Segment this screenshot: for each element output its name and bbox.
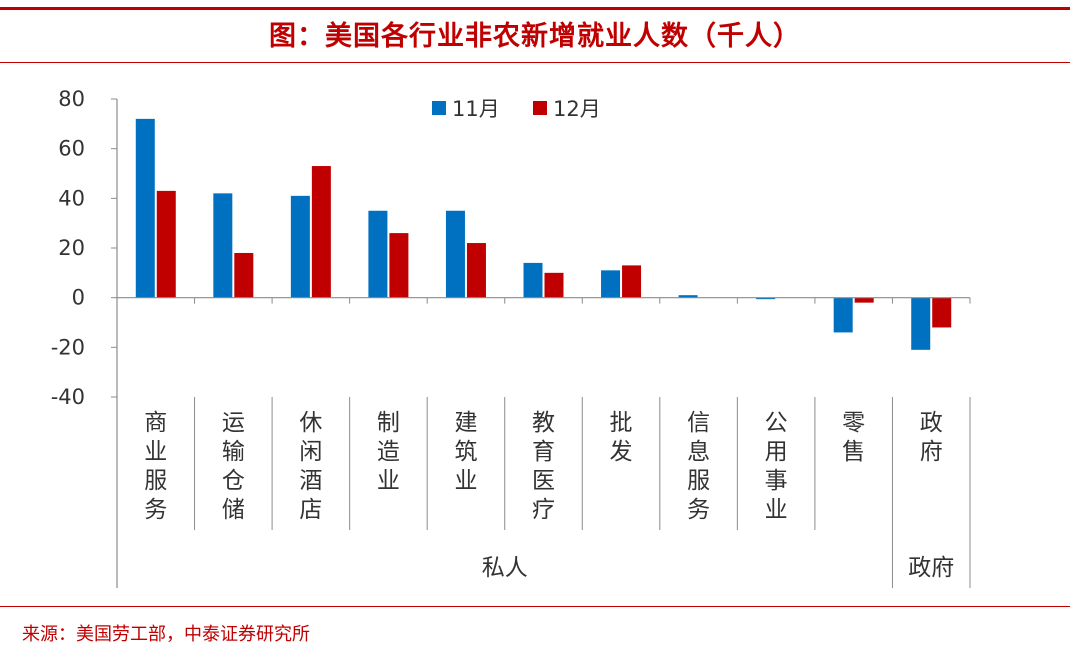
y-tick-label: -40 [51, 385, 85, 409]
y-tick-label: -20 [51, 335, 85, 359]
bar-nov [756, 297, 776, 300]
bar-nov [523, 262, 543, 298]
category-label: 教育医疗 [532, 410, 555, 523]
legend-label: 11月 [452, 97, 500, 121]
category-label: 信息服务 [687, 410, 710, 523]
legend-swatch [533, 101, 547, 115]
bar-nov [678, 295, 698, 298]
bar-dec [156, 190, 176, 298]
bar-chart: 80 60 40 20 0 -20 -40 商业服务 运输仓储 休闲酒店 制造业 建筑业 教育医疗 批发信… [51, 87, 971, 588]
bar-nov [911, 297, 931, 350]
bar-dec [234, 252, 254, 298]
y-tick-label: 80 [58, 87, 85, 111]
bar-nov [135, 118, 155, 298]
category-label: 运输仓储 [222, 410, 245, 523]
bar-nov [213, 193, 233, 298]
bar-dec [544, 272, 564, 298]
bar-dec [389, 233, 409, 298]
y-tick-label: 40 [58, 186, 85, 210]
top-rule [0, 7, 1070, 10]
bar-dec [622, 265, 642, 298]
category-label: 批发 [610, 410, 633, 465]
category-label: 休闲酒店 [299, 410, 322, 523]
bar-dec [932, 297, 952, 328]
group-label: 私人 [482, 555, 528, 581]
category-label: 公用事业 [765, 410, 788, 523]
title-rule [0, 62, 1070, 63]
category-label: 零售 [842, 410, 865, 465]
legend-label: 12月 [553, 97, 601, 121]
y-tick-label: 0 [72, 286, 85, 310]
bar-dec [854, 297, 874, 303]
legend-swatch [432, 101, 446, 115]
category-label: 商业服务 [144, 410, 167, 523]
chart-title: 图：美国各行业非农新增就业人数（千人） [269, 21, 801, 52]
bar-dec [311, 166, 331, 298]
y-tick-label: 60 [58, 137, 85, 161]
group-label: 政府 [908, 555, 954, 581]
y-tick-label: 20 [58, 236, 85, 260]
bar-nov [833, 297, 853, 333]
bottom-rule [0, 606, 1070, 607]
bar-dec [466, 243, 486, 298]
category-label: 建筑业 [454, 410, 477, 494]
category-label: 制造业 [377, 410, 400, 494]
bar-nov [368, 210, 388, 298]
bar-nov [290, 195, 310, 298]
bar-nov [445, 210, 465, 298]
bar-nov [601, 270, 621, 298]
source-note: 来源：美国劳工部，中泰证券研究所 [22, 624, 310, 645]
category-label: 政府 [920, 410, 943, 465]
